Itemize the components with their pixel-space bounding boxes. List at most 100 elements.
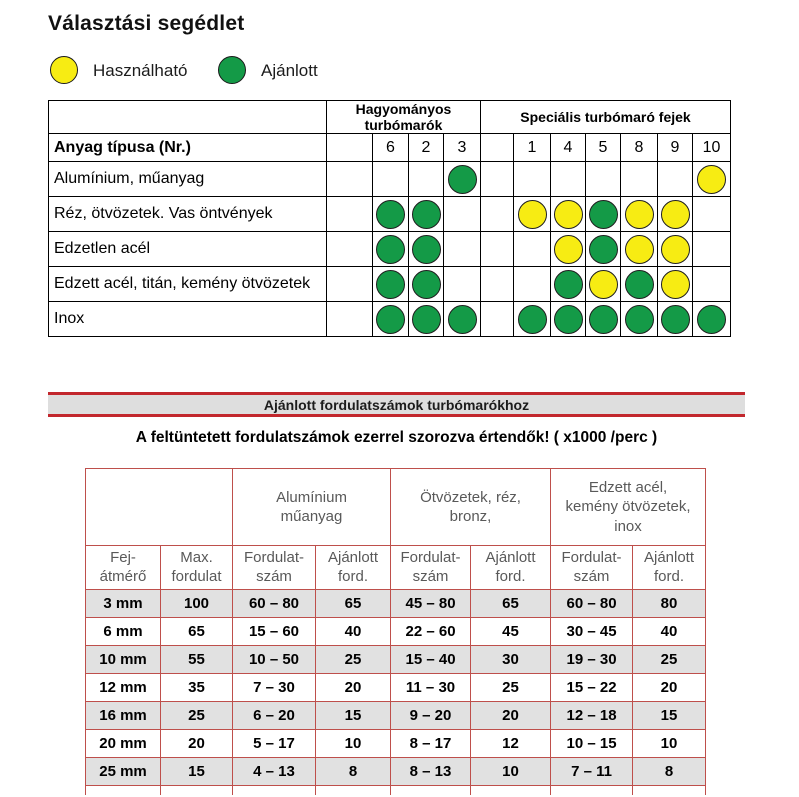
speed-row: 12 mm 35 7 – 30 20 11 – 30 25 15 – 22 20 — [85, 673, 707, 702]
empty-cell — [550, 785, 634, 795]
speed-value-cell: 15 – 40 — [390, 645, 472, 674]
head-diameter-cell: 3 mm — [85, 589, 161, 618]
tool-number-cell: 9 — [657, 133, 693, 162]
dot-cell-recommended — [372, 196, 409, 232]
speed-table-body: 3 mm 100 60 – 80 65 45 – 80 65 60 – 80 80 6 mm 65… — [85, 589, 707, 786]
col-header-speed-range: Fordulat- szám — [550, 545, 634, 590]
tool-number-cell: 10 — [691, 133, 732, 162]
usable-dot-icon — [553, 234, 583, 264]
usable-dot-icon — [624, 234, 654, 264]
speed-value-cell: 65 — [160, 617, 233, 646]
recommended-dot-icon — [447, 164, 477, 194]
head-diameter-cell: 6 mm — [85, 617, 161, 646]
speed-row: 6 mm 65 15 – 60 40 22 – 60 45 30 – 45 40 — [85, 617, 707, 646]
speed-value-cell: 25 — [314, 645, 392, 674]
material-row: Inox — [48, 301, 732, 337]
tool-number-cell: 5 — [585, 133, 621, 162]
speed-row: 20 mm 20 5 – 17 10 8 – 17 12 10 – 15 10 — [85, 729, 707, 758]
tool-number-row: Anyag típusa (Nr.) 6 2 3 1 4 5 8 9 10 — [48, 133, 732, 162]
speed-value-cell: 35 — [160, 673, 233, 702]
dot-cell-usable — [620, 231, 658, 267]
recommended-dot-icon — [624, 269, 654, 299]
recommended-dot-icon — [660, 304, 690, 334]
dot-cell-recommended — [585, 231, 621, 267]
speed-value-cell: 40 — [314, 617, 392, 646]
speed-value-cell: 12 – 18 — [550, 701, 634, 730]
empty-cell — [390, 785, 472, 795]
speed-value-cell: 80 — [632, 589, 707, 618]
dot-cell-empty — [326, 231, 373, 267]
empty-corner-cell — [48, 100, 327, 134]
recommended-dot-icon — [624, 304, 654, 334]
tool-group-header-row: Hagyományos turbómarók Speciális turbóma… — [48, 100, 732, 134]
recommended-legend-dot-icon — [218, 56, 246, 84]
speed-value-cell: 6 – 20 — [232, 701, 316, 730]
speed-value-cell: 10 – 15 — [550, 729, 634, 758]
tool-number-cell: 1 — [513, 133, 551, 162]
material-group-header-row: Alumínium műanyag Ötvözetek, réz, bronz,… — [85, 468, 707, 546]
tool-number-cell: 6 — [372, 133, 409, 162]
speed-value-cell: 8 – 13 — [390, 757, 472, 786]
dot-cell-recommended — [443, 161, 481, 197]
dot-cell-empty — [480, 301, 514, 337]
tool-number-cell: 4 — [550, 133, 586, 162]
speed-table-partial-row-body — [85, 785, 707, 795]
recommended-dot-icon — [411, 304, 441, 334]
speed-value-cell: 20 — [632, 673, 707, 702]
dot-cell-empty — [443, 266, 481, 302]
usable-dot-icon — [553, 199, 583, 229]
tool-number-cell: 2 — [408, 133, 444, 162]
group-header-hardened: Edzett acél, kemény ötvözetek, inox — [550, 468, 707, 546]
tool-number-cell — [326, 133, 373, 162]
material-type-header: Anyag típusa (Nr.) — [48, 133, 327, 162]
usable-dot-icon — [624, 199, 654, 229]
dot-cell-empty — [620, 161, 658, 197]
recommended-dot-icon — [588, 199, 618, 229]
speed-row: 3 mm 100 60 – 80 65 45 – 80 65 60 – 80 80 — [85, 589, 707, 618]
dot-cell-recommended — [372, 266, 409, 302]
dot-cell-usable — [620, 196, 658, 232]
usable-dot-icon — [697, 164, 726, 194]
dot-cell-empty — [513, 266, 551, 302]
material-name: Edzett acél, titán, kemény ötvözetek — [48, 266, 327, 302]
head-diameter-cell: 20 mm — [85, 729, 161, 758]
dot-cell-empty — [513, 231, 551, 267]
tool-number-cell: 3 — [443, 133, 481, 162]
usable-dot-icon — [660, 269, 690, 299]
speed-value-cell: 7 – 30 — [232, 673, 316, 702]
dot-cell-recommended — [372, 301, 409, 337]
dot-cell-recommended — [408, 266, 444, 302]
dot-cell-empty — [443, 196, 481, 232]
dot-cell-empty — [372, 161, 409, 197]
material-row: Réz, ötvözetek. Vas öntvények — [48, 196, 732, 232]
recommended-legend-label: Ajánlott — [261, 61, 318, 80]
recommended-dot-icon — [411, 269, 441, 299]
recommended-dot-icon — [588, 234, 618, 264]
dot-cell-recommended — [408, 231, 444, 267]
recommended-dot-icon — [447, 304, 477, 334]
speed-value-cell: 60 – 80 — [550, 589, 634, 618]
material-row: Alumínium, műanyag — [48, 161, 732, 197]
col-header-recommended-speed: Ajánlott ford. — [314, 545, 392, 590]
group-header-conventional: Hagyományos turbómarók — [326, 100, 481, 134]
dot-cell-usable — [657, 231, 693, 267]
material-name: Réz, ötvözetek. Vas öntvények — [48, 196, 327, 232]
material-name: Edzetlen acél — [48, 231, 327, 267]
dot-cell-empty — [326, 266, 373, 302]
speed-subheader-row: Fej- átmérő Max. fordulat Fordulat- szám… — [85, 545, 707, 590]
speed-value-cell: 60 – 80 — [232, 589, 316, 618]
speed-note: A feltüntetett fordulatszámok ezerrel sz… — [135, 429, 658, 446]
head-diameter-cell: 16 mm — [85, 701, 161, 730]
recommended-dot-icon — [553, 304, 583, 334]
recommended-dot-icon — [376, 199, 405, 229]
speed-value-cell: 15 – 60 — [232, 617, 316, 646]
speed-value-cell: 10 – 50 — [232, 645, 316, 674]
speed-value-cell: 15 — [632, 701, 707, 730]
tool-number-cell — [480, 133, 514, 162]
col-header-speed-range: Fordulat- szám — [390, 545, 472, 590]
material-name: Inox — [48, 301, 327, 337]
recommended-dot-icon — [553, 269, 583, 299]
dot-cell-empty — [443, 231, 481, 267]
dot-cell-empty — [326, 161, 373, 197]
speed-value-cell: 8 — [632, 757, 707, 786]
